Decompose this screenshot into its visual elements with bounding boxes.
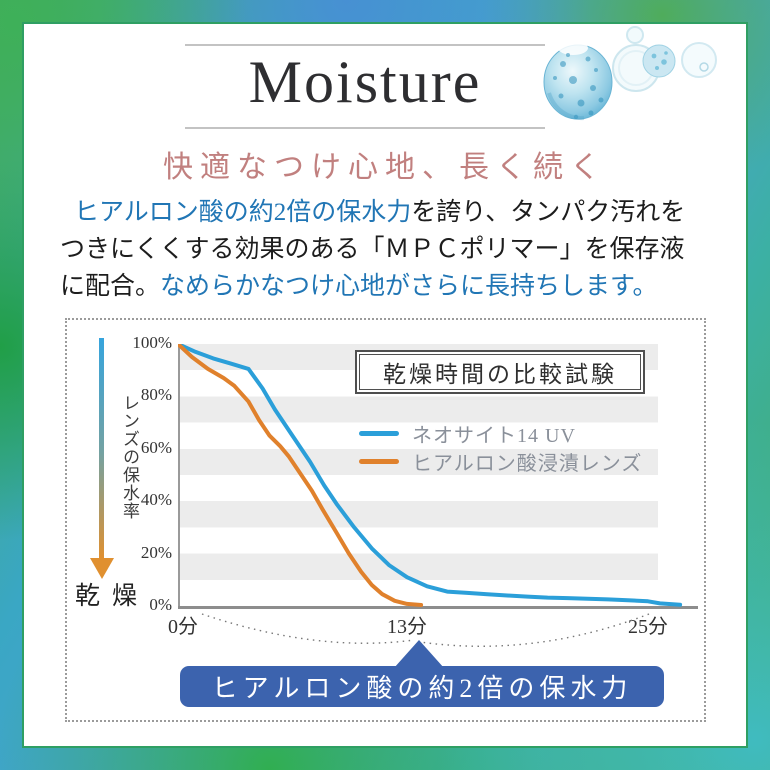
legend-swatch-blue — [359, 430, 399, 436]
legend-item-hyaluronic: ヒアルロン酸浸漬レンズ — [359, 448, 643, 475]
series-line-hyaluronic — [178, 344, 424, 607]
x-tick: 25分 — [628, 616, 668, 638]
y-tick: 100% — [132, 333, 172, 352]
bubble-icons — [612, 26, 717, 92]
y-tick: 40% — [140, 490, 172, 510]
large-droplet-icon — [543, 41, 613, 121]
drying-time-chart: レンズの保水率 乾燥 100% 80% 60% 40% 20% 0% 0分 13分 25分 乾… — [65, 318, 706, 722]
y-tick: 60% — [140, 437, 172, 457]
range-indicator-arcs — [201, 613, 650, 647]
y-tick: 80% — [140, 385, 172, 405]
water-droplets-illustration — [543, 26, 717, 121]
body-highlight-2: なめらかなつけ心地がさらに長持ちします。 — [160, 273, 658, 300]
body-highlight-1: ヒアルロン酸の約2倍の保水力 — [74, 199, 412, 226]
chart-title-box: 乾燥時間の比較試験 — [355, 350, 645, 394]
legend-item-neosight: ネオサイト14 UV — [359, 420, 576, 447]
key-claim-banner: ヒアルロン酸の約2倍の保水力 — [180, 666, 664, 707]
x-tick: 13分 — [387, 616, 427, 638]
legend-swatch-orange — [359, 458, 399, 464]
series-line-neosight — [178, 344, 683, 607]
y-tick: 20% — [140, 542, 172, 562]
legend-label: ネオサイト14 UV — [412, 424, 576, 447]
x-axis-line — [178, 606, 698, 609]
body-plain: を誇り、タンパク汚れをつきにくくする効果のある「ＭＰＣポリマー」を保存液に配合。 — [60, 199, 686, 300]
legend-label: ヒアルロン酸浸漬レンズ — [412, 452, 643, 475]
banner-pointer-triangle — [394, 640, 444, 668]
arrow-head-icon — [90, 558, 114, 579]
x-tick: 0分 — [168, 616, 198, 638]
dry-label: 乾燥 — [75, 583, 150, 610]
y-tick: 0% — [149, 595, 172, 614]
chart-title: 乾燥時間の比較試験 — [359, 354, 641, 390]
y-axis-line — [178, 344, 180, 609]
title-rule-bottom — [185, 127, 545, 129]
tagline-heading: 快適なつけ心地、長く続く — [163, 151, 607, 184]
moisture-to-dry-arrow — [99, 338, 104, 559]
chart-curves — [178, 344, 683, 607]
body-paragraph: ヒアルロン酸の約2倍の保水力を誇り、タンパク汚れをつきにくくする効果のある「ＭＰ… — [60, 194, 708, 305]
page-title: Moisture — [248, 49, 482, 115]
y-axis-label: レンズの保水率 — [120, 394, 139, 520]
title-rule-top — [185, 44, 545, 46]
